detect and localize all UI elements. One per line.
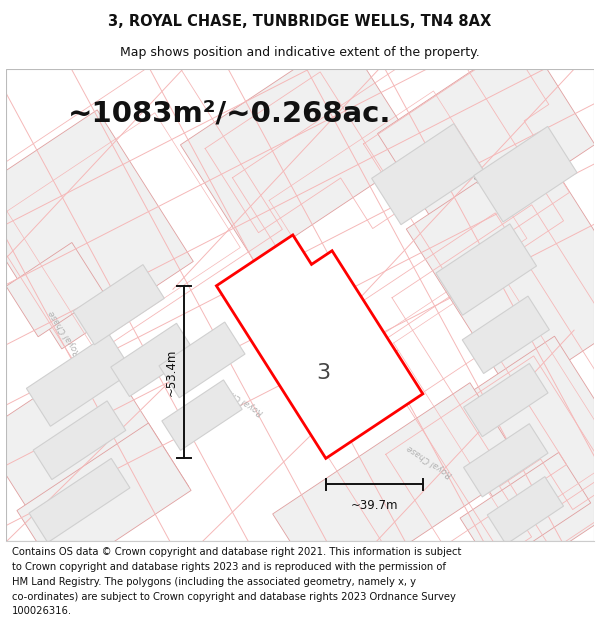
Text: Royal Chase: Royal Chase	[405, 442, 454, 478]
Text: ~1083m²/~0.268ac.: ~1083m²/~0.268ac.	[68, 99, 391, 127]
Polygon shape	[33, 401, 126, 479]
Text: ~39.7m: ~39.7m	[350, 499, 398, 511]
Polygon shape	[464, 364, 548, 437]
Text: Royal Chase: Royal Chase	[217, 381, 265, 417]
Polygon shape	[462, 296, 550, 374]
Text: co-ordinates) are subject to Crown copyright and database rights 2023 Ordnance S: co-ordinates) are subject to Crown copyr…	[12, 592, 456, 602]
Polygon shape	[26, 334, 133, 426]
Polygon shape	[474, 126, 577, 222]
Polygon shape	[29, 458, 130, 542]
Polygon shape	[159, 322, 245, 398]
Polygon shape	[181, 36, 419, 262]
Polygon shape	[0, 110, 193, 349]
Text: Contains OS data © Crown copyright and database right 2021. This information is : Contains OS data © Crown copyright and d…	[12, 548, 461, 558]
Text: to Crown copyright and database rights 2023 and is reproduced with the permissio: to Crown copyright and database rights 2…	[12, 562, 446, 572]
Text: ing Close: ing Close	[447, 154, 484, 182]
Polygon shape	[371, 124, 483, 224]
Text: 100026316.: 100026316.	[12, 606, 72, 616]
Polygon shape	[73, 264, 164, 345]
Polygon shape	[111, 323, 195, 396]
Polygon shape	[272, 382, 523, 598]
Text: Royal Chase: Royal Chase	[47, 309, 83, 358]
Text: Map shows position and indicative extent of the property.: Map shows position and indicative extent…	[120, 46, 480, 59]
Text: 3, ROYAL CHASE, TUNBRIDGE WELLS, TN4 8AX: 3, ROYAL CHASE, TUNBRIDGE WELLS, TN4 8AX	[109, 14, 491, 29]
Polygon shape	[464, 424, 548, 497]
Polygon shape	[6, 242, 104, 337]
Text: HM Land Registry. The polygons (including the associated geometry, namely x, y: HM Land Registry. The polygons (includin…	[12, 577, 416, 587]
Polygon shape	[460, 452, 591, 569]
Polygon shape	[487, 477, 563, 544]
Polygon shape	[436, 224, 536, 315]
Polygon shape	[0, 352, 189, 569]
Text: 3: 3	[316, 363, 331, 383]
Text: ~53.4m: ~53.4m	[164, 348, 178, 396]
Polygon shape	[439, 336, 600, 564]
Polygon shape	[162, 380, 242, 451]
Polygon shape	[377, 35, 595, 243]
Polygon shape	[406, 142, 600, 398]
Polygon shape	[217, 235, 423, 458]
Polygon shape	[17, 423, 191, 578]
